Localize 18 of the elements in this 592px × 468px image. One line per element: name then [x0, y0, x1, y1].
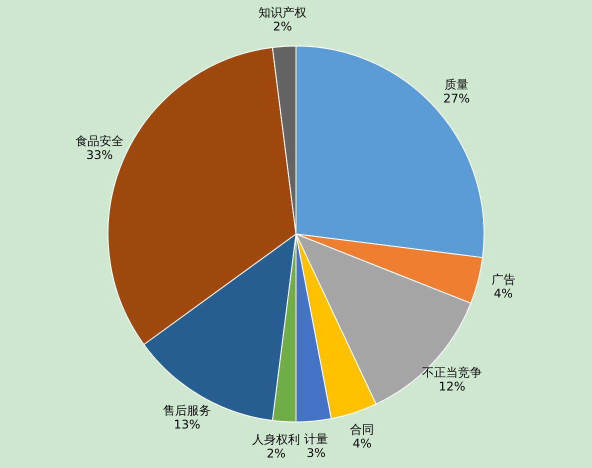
slice-label: 售后服务	[163, 403, 212, 418]
slice-label: 食品安全	[76, 134, 124, 148]
slice-label: 计量	[304, 432, 328, 446]
data-label: 12%	[438, 380, 466, 394]
slice-label: 质量	[444, 78, 469, 92]
data-label: 2%	[273, 20, 292, 34]
slice-label: 不正当竞争	[422, 366, 482, 380]
data-label: 4%	[352, 436, 372, 451]
data-label: 4%	[494, 286, 513, 300]
data-label: 33%	[86, 148, 113, 162]
data-label: 2%	[266, 446, 286, 461]
slice-label: 人身权利	[252, 432, 300, 447]
data-label: 13%	[174, 417, 200, 432]
data-label: 3%	[306, 446, 326, 460]
slice-label: 广告	[491, 272, 516, 286]
slice-label: 知识产权	[258, 6, 307, 20]
data-label: 27%	[443, 92, 470, 106]
slice-label: 合同	[350, 422, 374, 437]
